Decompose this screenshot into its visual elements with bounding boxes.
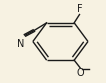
Text: F: F [77, 4, 82, 14]
Text: O: O [76, 68, 84, 78]
Text: N: N [17, 39, 24, 49]
